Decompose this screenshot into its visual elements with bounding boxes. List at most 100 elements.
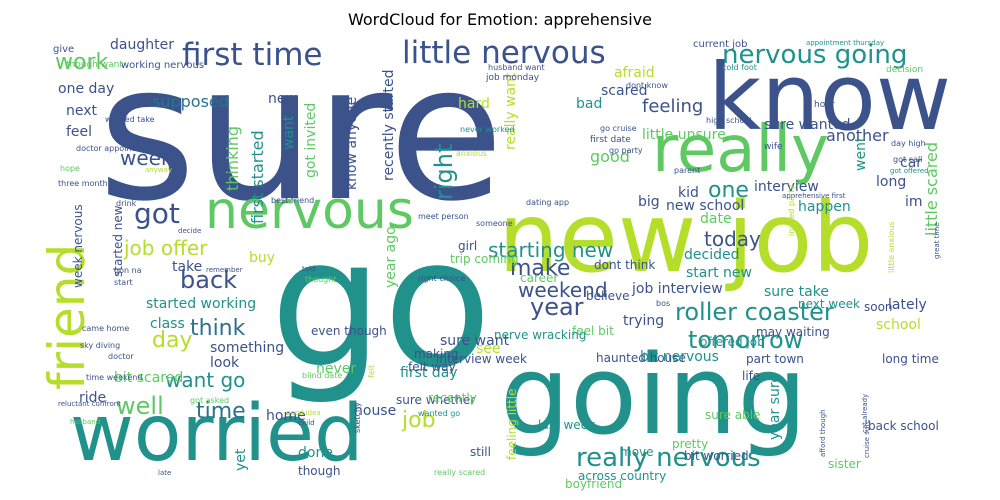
word: nerve wracking	[494, 328, 587, 342]
word: bit worried	[684, 449, 749, 463]
word: bit scared	[114, 370, 184, 386]
word: sure whether	[396, 393, 476, 407]
word: week nervous	[71, 204, 85, 288]
word: day	[152, 328, 193, 353]
word: new	[268, 91, 297, 107]
word: got call	[893, 155, 923, 164]
word: class	[150, 316, 185, 332]
word: im	[905, 194, 923, 210]
word: sure wanted	[764, 117, 851, 133]
word: move	[620, 445, 654, 459]
word: decide	[178, 227, 202, 235]
word: first date	[590, 135, 631, 145]
word: drink	[116, 199, 137, 208]
word: sure want	[440, 333, 510, 349]
word: wife	[764, 142, 783, 152]
word: offered job	[700, 335, 765, 349]
word: apprehensive first	[782, 192, 846, 200]
word: year sure	[767, 374, 783, 440]
word: kid	[678, 185, 699, 201]
word: great time	[933, 222, 941, 259]
word: afraid	[614, 65, 655, 81]
word: hard	[458, 96, 490, 112]
word: week	[120, 146, 173, 170]
word: gon na	[114, 266, 142, 275]
word: best friend	[271, 196, 315, 205]
word: go cruise	[600, 124, 637, 133]
word: home	[266, 408, 306, 424]
word: year	[530, 293, 584, 321]
word: good	[590, 147, 630, 166]
word: part town	[746, 352, 804, 366]
word: really scared	[434, 468, 486, 477]
word: back school	[868, 419, 939, 433]
word: though want	[66, 60, 123, 70]
word: long time	[882, 352, 939, 366]
word: something	[210, 340, 285, 356]
word: yet	[233, 448, 249, 471]
word: doctor	[108, 352, 134, 361]
word: job offer	[124, 236, 208, 260]
word: school	[876, 317, 921, 333]
word: sister	[828, 457, 861, 471]
word: interview	[754, 179, 819, 195]
word: go	[270, 200, 492, 407]
word: year ago	[383, 226, 399, 288]
word: haunted house	[596, 351, 686, 365]
word: car	[900, 155, 923, 171]
word: interview week	[436, 352, 527, 366]
word: new school	[666, 198, 745, 214]
word: started working	[146, 296, 257, 312]
word: right choice	[418, 274, 466, 283]
word: sky diving	[80, 341, 121, 350]
word: across country	[578, 469, 667, 483]
word: making	[414, 347, 459, 361]
word: invited party	[787, 184, 796, 236]
word: feeling	[642, 96, 704, 117]
word: little unsure	[642, 127, 726, 143]
word: doctor appointment	[76, 144, 156, 153]
word: weekend	[518, 278, 608, 302]
word: start	[114, 278, 133, 287]
word: right	[430, 143, 458, 200]
word: told	[302, 265, 316, 273]
word: first time	[182, 37, 323, 73]
word: meet person	[418, 212, 469, 221]
word: ride	[79, 390, 107, 406]
word: give	[53, 44, 75, 55]
word: think	[190, 316, 246, 341]
word: make	[510, 256, 571, 281]
word: one day	[58, 81, 115, 97]
chart-title: WordCloud for Emotion: apprehensive	[347, 10, 652, 29]
word: feel	[66, 124, 93, 140]
word: got offered	[890, 167, 929, 175]
word: good idea	[286, 409, 321, 417]
word: going	[500, 331, 808, 459]
word: daughter	[110, 37, 174, 53]
word: tomorrow	[688, 326, 804, 354]
word: sure	[98, 36, 504, 243]
word: cold foot	[722, 63, 757, 72]
word: scared	[601, 83, 648, 99]
word: thinking	[223, 125, 242, 191]
word: still	[470, 445, 491, 459]
word: girl	[458, 239, 478, 253]
word: happen	[798, 199, 851, 215]
word: little nervous	[402, 36, 606, 71]
word-cloud: sure go going new job know worried reall…	[44, 36, 956, 492]
word: house	[354, 403, 397, 419]
word: dont know	[626, 81, 668, 90]
word: three month	[58, 179, 108, 188]
word: go party	[609, 146, 643, 155]
word: look	[210, 355, 240, 371]
word: take	[172, 259, 203, 275]
word: want	[281, 115, 297, 150]
word: husband want	[488, 63, 545, 72]
word: sure take	[764, 284, 829, 300]
word: first day	[400, 365, 458, 381]
word: career	[520, 271, 559, 285]
word: job interview	[632, 281, 723, 297]
word: recently	[428, 391, 477, 405]
word: hope	[60, 164, 80, 173]
word: little anxious	[887, 221, 896, 273]
